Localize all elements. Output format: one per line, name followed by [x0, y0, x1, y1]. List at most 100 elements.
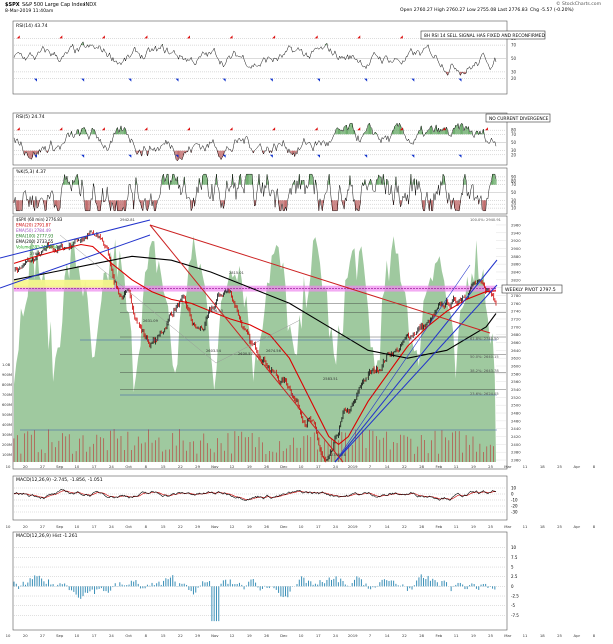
- x-tick-label: 25: [488, 524, 493, 529]
- macd-tick-label: 10: [511, 486, 517, 491]
- price-level-label: 2630.57: [238, 352, 253, 356]
- price-level-label: 2674.56: [266, 349, 282, 353]
- price-tick-label: 2760: [511, 301, 521, 306]
- x-tick-label: 19: [247, 524, 252, 529]
- sell-signal-marker: [357, 35, 361, 39]
- rsi14-annotation-box: 8H RSI 14 SELL SIGNAL HAS FIXED AND RECO…: [420, 30, 545, 40]
- trendline-blue: [334, 284, 498, 463]
- volume-tick-label: 900M: [2, 373, 12, 377]
- x-tick-label: 10: [75, 464, 80, 469]
- trendline-blue: [0, 219, 151, 259]
- sell-signal-marker: [272, 127, 276, 131]
- buy-signal-marker: [269, 154, 273, 158]
- fib-label: 23.6%: 2624.05: [470, 392, 499, 396]
- rsi5-frame: [12, 112, 508, 166]
- x-tick-label: 20: [23, 464, 28, 469]
- buy-signal-marker: [458, 154, 462, 158]
- x-tick-label: 27: [40, 633, 45, 638]
- x-tick-label: 7: [369, 464, 372, 469]
- main-legend-entry: EMA(20) 2791.87: [16, 223, 51, 228]
- x-tick-label: 17: [92, 464, 97, 469]
- macd-tick-label: -10: [511, 498, 518, 503]
- trendline-red: [149, 224, 491, 334]
- x-tick-label: 26: [264, 464, 269, 469]
- price-tick-label: 2420: [511, 434, 521, 439]
- x-tick-label: 8: [593, 524, 596, 529]
- x-tick-label: 14: [385, 524, 390, 529]
- x-tick-label: 2019: [348, 464, 358, 469]
- fib-label: 50.0%: 2640.15: [470, 355, 499, 359]
- ema-line: [13, 255, 497, 359]
- osc-tick-label: 30: [511, 69, 517, 74]
- hist-tick-label: 7.5: [511, 555, 518, 560]
- price-level-label: 2583.51: [323, 377, 338, 381]
- x-tick-label: 27: [40, 524, 45, 529]
- ema-line: [13, 243, 497, 446]
- trendline-red: [149, 224, 344, 463]
- x-tick-label: 29: [195, 464, 200, 469]
- price-tick-label: 2580: [511, 371, 521, 376]
- x-tick-label: 20: [23, 633, 28, 638]
- macd-tick-label: -30: [511, 510, 518, 515]
- macd-hist-series: 10 7.5 5 2.5 0 -2.5 -5 -7.5: [13, 545, 519, 622]
- buy-signal-marker: [269, 78, 273, 82]
- x-tick-label: Oct: [125, 464, 132, 469]
- price-tick-label: 2900: [511, 246, 521, 251]
- volume-tick-label: 700M: [2, 393, 12, 397]
- x-tick-label: 22: [178, 464, 183, 469]
- x-tick-label: Nov: [211, 464, 219, 469]
- volume-tick-label: 1.0B: [2, 363, 11, 367]
- trendline-blue: [334, 264, 471, 463]
- rsi14-annotation: 8H RSI 14 SELL SIGNAL HAS FIXED AND RECO…: [424, 33, 545, 39]
- fib-label: 100.0%: 2940.91: [470, 218, 501, 222]
- sell-signal-marker: [442, 127, 446, 131]
- volume-tick-label: 400M: [2, 423, 12, 427]
- sell-signal-marker: [399, 35, 403, 39]
- x-tick-label: 22: [178, 524, 183, 529]
- x-tick-label: 27: [40, 464, 45, 469]
- buy-signal-marker: [364, 154, 368, 158]
- volume-tick-label: 500M: [2, 413, 12, 417]
- x-tick-label: Oct: [125, 633, 132, 638]
- price-tick-label: 2940: [511, 230, 521, 235]
- price-tick-label: 2720: [511, 316, 521, 321]
- rsi5-annotation: NO CURRENT DIVERGENCE: [489, 116, 549, 122]
- trendline-blue: [334, 259, 498, 463]
- sell-signal-marker: [59, 35, 63, 39]
- x-tick-label: 2019: [348, 633, 358, 638]
- volume-tick-label: 800M: [2, 383, 12, 387]
- x-tick-label: 8: [593, 464, 596, 469]
- pivot-annotation: WEEKLY PIVOT 2797.5: [505, 287, 556, 293]
- osc-tick-label: 30: [511, 148, 517, 153]
- osc-tick-label: 10: [511, 206, 517, 211]
- x-tick-label: 19: [471, 524, 476, 529]
- trendline-grey: [215, 319, 301, 364]
- x-tick-label: Dec: [280, 524, 287, 529]
- price-tick-label: 2740: [511, 309, 521, 314]
- trendline-grey: [59, 234, 217, 364]
- x-tick-label: Sep: [56, 524, 64, 529]
- main-legend-entry: EMA(100) 2777.93: [16, 234, 54, 239]
- osc-line: [13, 41, 497, 76]
- x-tick-label: 28: [419, 633, 424, 638]
- main-frame: [12, 215, 508, 470]
- sell-signal-marker: [16, 127, 20, 131]
- osc-tick-label: 20: [511, 202, 517, 207]
- x-tick-label: 17: [92, 633, 97, 638]
- x-tick-label: Feb: [436, 633, 443, 638]
- macd-line: [13, 488, 497, 502]
- x-tick-label: 10: [75, 524, 80, 529]
- sell-signal-marker: [229, 35, 233, 39]
- buy-signal-marker: [175, 154, 179, 158]
- price-tick-label: 2460: [511, 418, 521, 423]
- x-tick-label: Dec: [280, 633, 287, 638]
- x-tick-label: 12: [230, 464, 235, 469]
- sell-signal-marker: [272, 35, 276, 39]
- buy-signal-marker: [175, 78, 179, 82]
- date-label: 8-Mar-2019 11:40am: [5, 8, 54, 14]
- symbol-label: $SPX: [5, 2, 20, 8]
- price-tick-label: 2520: [511, 395, 521, 400]
